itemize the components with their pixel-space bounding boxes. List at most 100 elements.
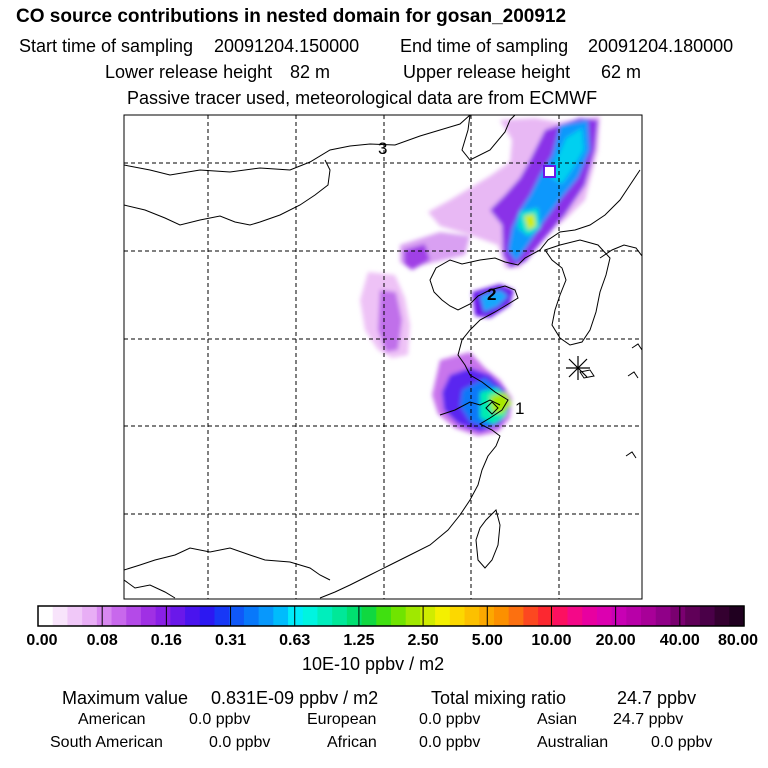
plume-south-hot xyxy=(490,392,512,414)
trajectory-label-3: 3 xyxy=(378,139,387,158)
trajectory-label-2: 2 xyxy=(487,285,496,304)
total-mixing-label: Total mixing ratio xyxy=(431,688,567,708)
colorbar-cell xyxy=(582,606,598,626)
colorbar-cell xyxy=(243,606,260,626)
colorbar-tick-label: 20.00 xyxy=(595,632,636,649)
colorbar-tick-label: 0.63 xyxy=(279,632,311,649)
colorbar-cell xyxy=(288,606,304,626)
lat-lon-grid xyxy=(124,115,642,599)
colorbar-cell xyxy=(641,606,657,626)
region-european-label: European xyxy=(307,711,377,728)
region-african-label: African xyxy=(327,734,377,751)
colorbar-cell xyxy=(538,606,554,626)
coastlines xyxy=(124,115,642,599)
plume-north-hot xyxy=(524,214,536,230)
end-time-value: 20091204.180000 xyxy=(588,36,734,56)
colorbar-tick-label: 2.50 xyxy=(407,632,439,649)
plume-west-mid xyxy=(404,244,430,270)
upper-release-value: 62 m xyxy=(601,62,642,82)
colorbar-cell xyxy=(302,606,319,626)
colorbar-cell xyxy=(273,606,289,626)
map-frame xyxy=(123,114,643,600)
colorbar-cell xyxy=(155,606,171,626)
colorbar-cell xyxy=(714,606,730,626)
colorbar-cell xyxy=(376,606,392,626)
colorbar-cell xyxy=(199,606,216,626)
tracer-note: Passive tracer used, meteorological data… xyxy=(127,88,598,108)
colorbar-cell xyxy=(229,606,245,626)
upper-release-label: Upper release height xyxy=(403,62,571,82)
colorbar-cell xyxy=(140,606,157,626)
asterisk-icon xyxy=(566,356,590,380)
total-mixing-value: 24.7 ppbv xyxy=(617,688,697,708)
colorbar-cell xyxy=(126,606,142,626)
colorbar-cell xyxy=(655,606,672,626)
region-american-label: American xyxy=(78,711,146,728)
colorbar-cell xyxy=(596,606,613,626)
colorbar-unit: 10E-10 ppbv / m2 xyxy=(302,654,445,674)
region-south-american-label: South American xyxy=(50,734,163,751)
colorbar-cell xyxy=(38,606,54,626)
end-time-label: End time of sampling xyxy=(400,36,569,56)
colorbar-cell xyxy=(52,606,69,626)
region-asian-label: Asian xyxy=(537,711,578,728)
colorbar-cell xyxy=(67,606,83,626)
colorbar-cell xyxy=(82,606,98,626)
colorbar-cell xyxy=(493,606,510,626)
lower-release-value: 82 m xyxy=(290,62,331,82)
colorbar-tick-label: 40.00 xyxy=(659,632,700,649)
colorbar-tick-label: 5.00 xyxy=(471,632,503,649)
colorbar-cell xyxy=(685,606,701,626)
colorbar-cell xyxy=(611,606,627,626)
colorbar-frame xyxy=(37,605,745,627)
colorbar-tick-label: 80.00 xyxy=(717,632,759,649)
colorbar-cell xyxy=(361,606,377,626)
plume-north-core xyxy=(552,128,584,184)
colorbar-cell xyxy=(670,606,686,626)
colorbar-cell xyxy=(170,606,186,626)
max-value: 0.831E-09 ppbv / m2 xyxy=(211,688,379,708)
colorbar-cell xyxy=(567,606,583,626)
region-asian-value: 24.7 ppbv xyxy=(613,711,684,728)
colorbar-cell xyxy=(552,606,569,626)
plume-gap xyxy=(543,165,556,178)
colorbar-cell xyxy=(214,606,230,626)
start-time-value: 20091204.150000 xyxy=(214,36,360,56)
colorbar-cell xyxy=(317,606,333,626)
colorbar-tick-label: 0.08 xyxy=(86,632,118,649)
colorbar-tick-label: 0.31 xyxy=(214,632,247,649)
colorbar-cell xyxy=(405,606,422,626)
colorbar-cell xyxy=(258,606,274,626)
page-title: CO source contributions in nested domain… xyxy=(16,6,567,27)
colorbar-cell xyxy=(626,606,642,626)
start-time-label: Start time of sampling xyxy=(19,36,194,56)
colorbar-cell xyxy=(391,606,407,626)
trajectory-label-1: 1 xyxy=(515,399,524,418)
colorbar-cell xyxy=(332,606,348,626)
region-african-value: 0.0 ppbv xyxy=(419,734,481,751)
region-australian-value: 0.0 ppbv xyxy=(651,734,713,751)
max-value-label: Maximum value xyxy=(62,688,189,708)
colorbar-cell xyxy=(464,606,480,626)
colorbar-cell xyxy=(523,606,539,626)
colorbar-tick-label: 0.16 xyxy=(150,632,182,649)
colorbar-tick-label: 1.25 xyxy=(343,632,375,649)
colorbar-cell xyxy=(420,606,436,626)
colorbar-cell xyxy=(96,606,113,626)
colorbar-cell xyxy=(111,606,127,626)
colorbar-cells xyxy=(38,606,745,626)
colorbar-tick-label: 10.00 xyxy=(531,632,572,649)
region-american-value: 0.0 ppbv xyxy=(189,711,251,728)
colorbar-cell xyxy=(346,606,363,626)
colorbar-separators xyxy=(101,606,681,626)
plume-center-inner xyxy=(480,290,508,312)
colorbar-cell xyxy=(699,606,716,626)
colorbar-cell xyxy=(449,606,466,626)
colorbar-cell xyxy=(729,606,745,626)
region-south-american-value: 0.0 ppbv xyxy=(209,734,271,751)
colorbar-tick-label: 0.00 xyxy=(26,632,58,649)
region-australian-label: Australian xyxy=(537,734,609,751)
region-european-value: 0.0 ppbv xyxy=(419,711,481,728)
